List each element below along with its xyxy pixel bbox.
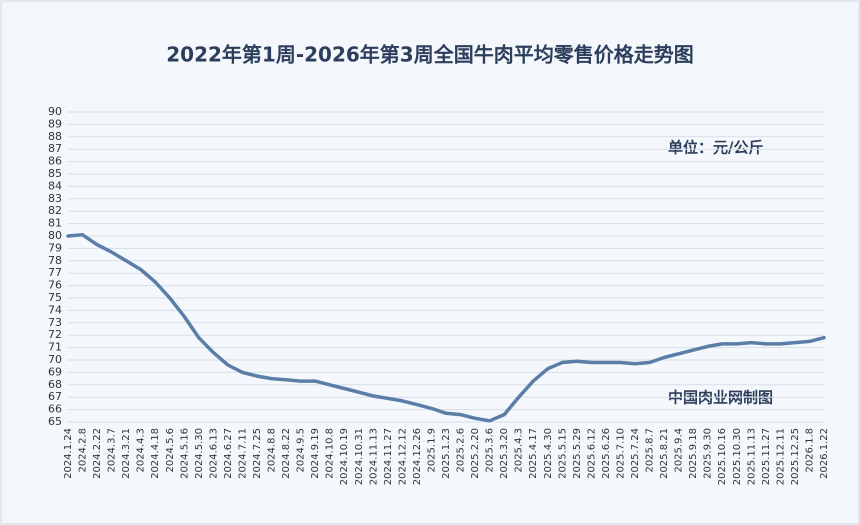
x-tick-label: 2024.1.24 (63, 428, 74, 479)
unit-note: 单位：元/公斤 (668, 139, 763, 157)
x-tick-label: 2026.1.22 (819, 428, 830, 479)
x-tick-label: 2025.2.20 (470, 428, 481, 479)
x-tick-label: 2025.7.10 (615, 428, 626, 479)
x-tick-label: 2025.8.21 (659, 428, 670, 479)
y-tick-label: 71 (48, 341, 62, 354)
x-tick-label: 2025.8.7 (645, 428, 656, 473)
y-tick-label: 76 (48, 279, 62, 292)
x-tick-label: 2025.6.26 (601, 428, 612, 479)
x-tick-label: 2025.2.6 (456, 428, 467, 473)
x-tick-label: 2025.9.30 (703, 428, 714, 479)
x-tick-label: 2024.5.16 (179, 428, 190, 479)
x-tick-label: 2025.9.4 (674, 428, 685, 473)
y-tick-label: 86 (48, 155, 62, 168)
x-tick-label: 2025.11.13 (746, 428, 757, 485)
x-tick-label: 2025.7.24 (630, 428, 641, 479)
x-tick-label: 2024.5.6 (165, 428, 176, 473)
y-tick-label: 88 (48, 130, 62, 143)
price-line (66, 233, 826, 423)
y-tick-label: 77 (48, 266, 62, 279)
x-tick-label: 2024.8.8 (267, 428, 278, 473)
y-tick-label: 68 (48, 378, 62, 391)
x-tick-label: 2024.6.13 (208, 428, 219, 479)
x-tick-label: 2024.10.19 (339, 428, 350, 485)
x-tick-label: 2025.12.11 (775, 428, 786, 485)
y-tick-label: 87 (48, 142, 62, 155)
x-tick-label: 2024.8.22 (281, 428, 292, 479)
x-tick-label: 2025.3.6 (485, 428, 496, 473)
x-tick-label: 2025.11.27 (761, 428, 772, 485)
y-tick-label: 73 (48, 316, 62, 329)
y-tick-label: 90 (48, 105, 62, 118)
x-tick-label: 2024.11.27 (383, 428, 394, 485)
x-tick-label: 2025.4.17 (528, 428, 539, 479)
x-tick-label: 2024.7.25 (252, 428, 263, 479)
x-tick-label: 2024.4.18 (150, 428, 161, 479)
y-tick-label: 70 (48, 353, 62, 366)
y-tick-label: 66 (48, 403, 62, 416)
x-tick-label: 2025.1.23 (441, 428, 452, 479)
x-tick-label: 2025.9.18 (688, 428, 699, 479)
y-tick-label: 84 (48, 179, 62, 192)
x-tick-label: 2025.5.29 (572, 428, 583, 479)
x-tick-label: 2024.3.7 (107, 428, 118, 473)
x-tick-label: 2025.4.30 (543, 428, 554, 479)
x-tick-label: 2024.9.5 (296, 428, 307, 473)
y-tick-label: 83 (48, 192, 62, 205)
x-tick-label: 2026.1.8 (804, 428, 815, 473)
y-tick-label: 85 (48, 167, 62, 180)
x-tick-label: 2024.4.3 (136, 428, 147, 473)
y-tick-label: 81 (48, 217, 62, 230)
chart-title: 2022年第1周-2026年第3周全国牛肉平均零售价格走势图 (166, 43, 693, 67)
y-tick-label: 75 (48, 291, 62, 304)
y-tick-label: 89 (48, 117, 62, 130)
x-tick-label: 2024.12.26 (412, 428, 423, 485)
x-tick-label: 2024.2.22 (92, 428, 103, 479)
x-tick-label: 2024.10.8 (325, 428, 336, 479)
x-tick-label: 2024.5.30 (194, 428, 205, 479)
x-tick-label: 2025.1.9 (426, 428, 437, 473)
x-tick-label: 2025.12.25 (790, 428, 801, 485)
y-tick-label: 80 (48, 229, 62, 242)
x-tick-label: 2025.4.3 (514, 428, 525, 473)
x-tick-label: 2024.7.11 (237, 428, 248, 479)
x-tick-label: 2025.5.15 (557, 428, 568, 479)
x-tick-label: 2024.3.21 (121, 428, 132, 479)
x-tick-label: 2024.11.13 (368, 428, 379, 485)
y-tick-label: 67 (48, 390, 62, 403)
x-tick-label: 2025.10.30 (732, 428, 743, 485)
x-tick-label: 2024.2.8 (78, 428, 89, 473)
x-tick-label: 2024.10.31 (354, 428, 365, 485)
y-tick-label: 69 (48, 365, 62, 378)
y-tick-label: 74 (48, 303, 62, 316)
y-tick-label: 65 (48, 415, 62, 428)
x-tick-label: 2024.6.27 (223, 428, 234, 479)
x-tick-label: 2025.3.20 (499, 428, 510, 479)
y-tick-label: 78 (48, 254, 62, 267)
x-tick-label: 2024.9.19 (310, 428, 321, 479)
x-tick-label: 2025.10.16 (717, 428, 728, 485)
y-tick-label: 82 (48, 204, 62, 217)
x-tick-label: 2025.6.12 (586, 428, 597, 479)
y-tick-label: 72 (48, 328, 62, 341)
y-tick-label: 79 (48, 241, 62, 254)
x-tick-label: 2024.12.12 (397, 428, 408, 485)
